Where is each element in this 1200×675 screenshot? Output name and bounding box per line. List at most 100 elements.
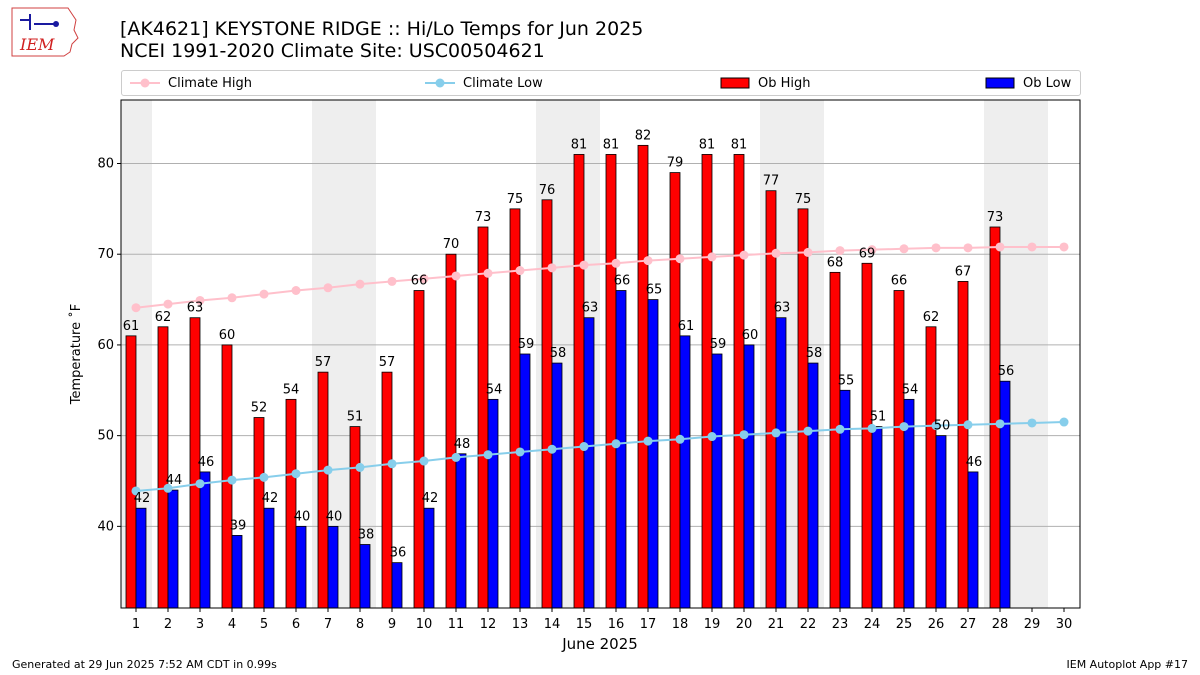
ob-low-bar bbox=[423, 507, 435, 609]
climate-low-point bbox=[387, 459, 397, 469]
ob-low-bar bbox=[935, 435, 947, 609]
climate-high-point bbox=[451, 271, 461, 281]
y-tick-label: 70 bbox=[97, 247, 114, 262]
climate-high-point bbox=[675, 254, 685, 264]
ob-low-bar bbox=[679, 335, 691, 609]
ob-high-bar bbox=[989, 226, 1001, 609]
ob-low-bar bbox=[807, 362, 819, 609]
climate-low-swatch bbox=[425, 78, 455, 88]
ob-low-label: 55 bbox=[838, 373, 855, 388]
x-tick-label: 4 bbox=[228, 617, 236, 632]
ob-low-label: 60 bbox=[742, 328, 759, 343]
ob-high-bar bbox=[157, 326, 169, 609]
climate-low-point bbox=[963, 420, 973, 430]
ob-low-label: 46 bbox=[966, 455, 983, 470]
ob-high-label: 77 bbox=[763, 174, 780, 189]
ob-high-label: 81 bbox=[571, 137, 588, 152]
climate-low-point bbox=[323, 465, 333, 475]
ob-high-label: 75 bbox=[795, 192, 812, 207]
ob-high-label: 68 bbox=[827, 255, 844, 270]
ob-low-bar bbox=[871, 426, 883, 609]
ob-low-label: 40 bbox=[294, 509, 311, 524]
legend-label-climate-high: Climate High bbox=[168, 75, 253, 91]
climate-low-point bbox=[227, 475, 237, 485]
x-tick-label: 17 bbox=[640, 617, 657, 632]
climate-low-point bbox=[579, 442, 589, 452]
climate-low-point bbox=[1027, 418, 1037, 428]
y-tick-label: 40 bbox=[97, 519, 114, 534]
climate-low-point bbox=[1059, 417, 1069, 427]
ob-high-label: 73 bbox=[475, 210, 492, 225]
x-tick-label: 13 bbox=[512, 617, 529, 632]
bars bbox=[125, 144, 1011, 609]
ob-low-label: 54 bbox=[902, 382, 919, 397]
ob-high-label: 67 bbox=[955, 264, 972, 279]
ob-low-swatch bbox=[985, 77, 1015, 89]
x-tick-label: 24 bbox=[864, 617, 881, 632]
climate-low-point bbox=[515, 447, 525, 457]
x-tick-label: 16 bbox=[608, 617, 625, 632]
ob-low-label: 39 bbox=[230, 518, 247, 533]
x-tick-label: 29 bbox=[1024, 617, 1041, 632]
climate-low-point bbox=[835, 424, 845, 434]
x-tick-label: 10 bbox=[416, 617, 433, 632]
x-tick-label: 23 bbox=[832, 617, 849, 632]
legend: Climate High Climate Low Ob High Ob Low bbox=[121, 70, 1081, 96]
ob-high-label: 70 bbox=[443, 237, 460, 252]
climate-high-point bbox=[995, 242, 1005, 252]
ob-high-swatch bbox=[720, 77, 750, 89]
data-labels: 61 62 63 60 52 54 57 51 57 66 70 73 75 76 81 81 82 79 81 81… bbox=[123, 128, 1015, 560]
climate-high-point bbox=[259, 289, 269, 299]
ob-low-label: 42 bbox=[134, 491, 151, 506]
ob-high-bar bbox=[317, 371, 329, 609]
climate-lines bbox=[131, 242, 1069, 496]
ob-high-bar bbox=[669, 172, 681, 609]
y-tick-label: 60 bbox=[97, 338, 114, 353]
y-tick-label: 50 bbox=[97, 429, 114, 444]
climate-high-point bbox=[707, 252, 717, 262]
ob-low-bar bbox=[839, 389, 851, 609]
ob-high-label: 62 bbox=[155, 310, 172, 325]
ob-high-bar bbox=[381, 371, 393, 609]
ob-high-bar bbox=[733, 154, 745, 609]
climate-low-point bbox=[355, 462, 365, 472]
climate-high-point bbox=[355, 279, 365, 289]
ob-high-bar bbox=[445, 253, 457, 609]
ob-low-label: 63 bbox=[774, 301, 791, 316]
x-tick-label: 8 bbox=[356, 617, 364, 632]
ob-low-label: 40 bbox=[326, 509, 343, 524]
ob-high-label: 63 bbox=[187, 301, 204, 316]
climate-low-point bbox=[931, 421, 941, 431]
climate-high-point bbox=[643, 256, 653, 266]
climate-high-swatch bbox=[130, 78, 160, 88]
ob-high-label: 81 bbox=[731, 137, 748, 152]
ob-high-bar bbox=[541, 199, 553, 609]
x-tick-label: 7 bbox=[324, 617, 332, 632]
ob-low-label: 61 bbox=[678, 319, 695, 334]
ob-high-label: 73 bbox=[987, 210, 1004, 225]
climate-high-point bbox=[963, 243, 973, 253]
ob-low-bar bbox=[295, 525, 307, 609]
climate-high-point bbox=[163, 299, 173, 309]
climate-high-point bbox=[739, 250, 749, 260]
legend-item-ob-high: Ob High bbox=[720, 71, 811, 95]
climate-high-point bbox=[611, 258, 621, 268]
ob-low-label: 48 bbox=[454, 437, 471, 452]
ob-low-label: 59 bbox=[518, 337, 535, 352]
climate-low-point bbox=[131, 486, 141, 496]
ob-low-label: 59 bbox=[710, 337, 727, 352]
ob-low-bar bbox=[775, 317, 787, 609]
ob-low-bar bbox=[391, 562, 403, 609]
ob-low-label: 38 bbox=[358, 528, 375, 543]
climate-high-point bbox=[547, 263, 557, 273]
x-tick-label: 9 bbox=[388, 617, 396, 632]
ob-low-label: 54 bbox=[486, 382, 503, 397]
ob-high-label: 62 bbox=[923, 310, 940, 325]
climate-low-point bbox=[739, 430, 749, 440]
ob-high-label: 81 bbox=[603, 137, 620, 152]
ob-low-bar bbox=[327, 525, 339, 609]
climate-low-point bbox=[707, 432, 717, 442]
climate-low-point bbox=[195, 479, 205, 489]
